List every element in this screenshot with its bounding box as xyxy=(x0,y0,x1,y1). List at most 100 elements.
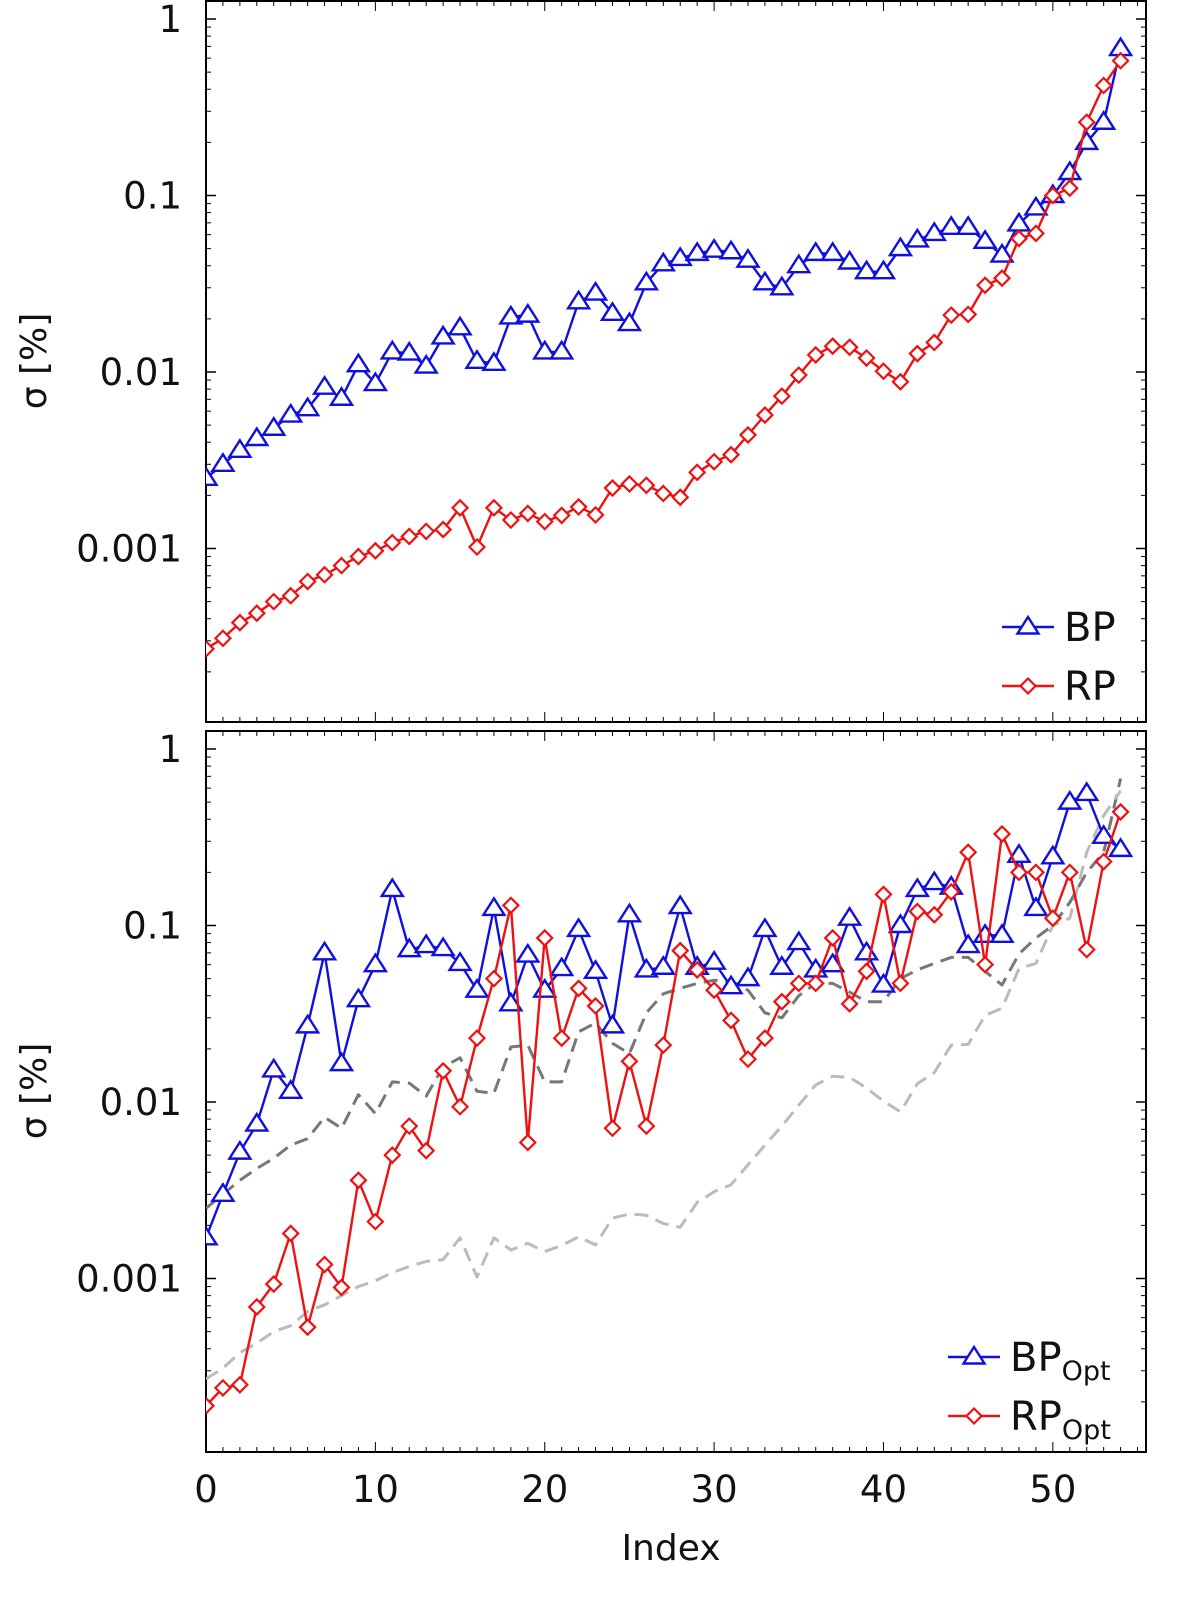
data-point xyxy=(417,522,436,541)
data-point xyxy=(1026,224,1045,243)
data-point xyxy=(345,987,372,1008)
legend-marker xyxy=(1015,614,1041,635)
data-point xyxy=(806,974,825,993)
data-point xyxy=(755,1029,774,1048)
data-point xyxy=(620,474,639,494)
x-tick-label: 20 xyxy=(521,1468,568,1511)
series-rp-reference-line xyxy=(206,789,1122,1381)
series-bp xyxy=(206,36,1134,486)
data-point xyxy=(1043,186,1062,205)
data-point xyxy=(210,1182,236,1202)
data-point xyxy=(294,396,321,417)
data-point xyxy=(955,933,981,954)
data-point xyxy=(515,302,541,323)
data-point xyxy=(281,586,300,605)
data-point xyxy=(298,1318,317,1337)
data-point xyxy=(383,1146,402,1165)
data-point xyxy=(366,541,385,560)
data-point xyxy=(789,366,808,385)
data-point xyxy=(803,241,829,262)
x-tick-label: 10 xyxy=(352,1468,399,1511)
data-point xyxy=(836,249,863,270)
data-point xyxy=(535,928,554,948)
data-point xyxy=(379,877,405,898)
data-point xyxy=(1094,76,1113,95)
legend-marker xyxy=(964,1406,984,1426)
data-point xyxy=(633,957,660,978)
y-axis-label: σ [%] xyxy=(14,1043,55,1140)
data-point xyxy=(786,253,812,274)
y-tick-label: 0.01 xyxy=(100,351,182,394)
data-point xyxy=(874,885,893,904)
data-point xyxy=(484,969,503,988)
data-point xyxy=(857,962,876,981)
data-point xyxy=(345,352,372,373)
data-point xyxy=(498,304,524,325)
data-point xyxy=(569,979,588,998)
data-point xyxy=(227,1139,253,1160)
plot-frame xyxy=(205,730,1147,1453)
data-point xyxy=(413,353,439,374)
y-tick-label: 0.001 xyxy=(76,528,182,571)
y-tick-label: 0.1 xyxy=(123,175,182,218)
data-point xyxy=(349,547,368,566)
data-point xyxy=(904,877,931,898)
data-point xyxy=(277,1079,304,1099)
data-point xyxy=(206,1396,216,1415)
data-point xyxy=(688,463,707,482)
data-point xyxy=(857,348,876,368)
legend-label: RP xyxy=(1064,664,1116,710)
data-point xyxy=(569,497,588,516)
x-tick-label: 0 xyxy=(194,1468,218,1511)
data-point xyxy=(942,306,961,325)
data-point xyxy=(332,556,351,575)
legend-label-main: RP xyxy=(1064,664,1116,710)
data-point xyxy=(586,505,605,524)
top-panel: 1 0.1 0.01 0.001 σ [%] BP RP xyxy=(14,0,1147,723)
data-point xyxy=(721,1011,741,1030)
data-point xyxy=(383,533,402,552)
data-point xyxy=(972,229,998,250)
data-point xyxy=(434,520,453,539)
data-point xyxy=(582,280,609,301)
data-point xyxy=(206,1225,219,1246)
x-tick-label: 40 xyxy=(860,1468,907,1511)
data-point xyxy=(247,604,266,623)
data-point xyxy=(705,452,724,471)
data-point xyxy=(616,902,643,923)
data-point xyxy=(955,215,981,236)
data-point xyxy=(769,275,795,296)
data-point xyxy=(565,917,592,938)
data-point xyxy=(501,510,520,530)
data-point xyxy=(277,402,304,423)
data-point xyxy=(206,639,216,658)
data-point xyxy=(755,406,774,425)
legend-label-main: RP xyxy=(1010,1394,1062,1440)
data-point xyxy=(311,940,338,961)
data-point xyxy=(484,498,503,517)
data-point xyxy=(447,951,473,972)
data-point xyxy=(298,572,317,591)
data-point xyxy=(772,387,791,406)
data-point xyxy=(261,416,287,436)
data-point xyxy=(616,311,643,332)
legend-marker xyxy=(961,1344,987,1365)
data-point xyxy=(603,1119,622,1138)
data-point xyxy=(823,337,842,356)
data-point xyxy=(599,301,626,322)
data-point xyxy=(400,527,419,546)
data-point xyxy=(921,870,947,891)
data-point xyxy=(925,333,944,352)
series-rp xyxy=(206,51,1130,658)
data-point xyxy=(688,960,707,980)
data-point xyxy=(701,237,727,258)
legend-label-main: BP xyxy=(1010,1335,1062,1381)
data-point xyxy=(650,251,676,272)
data-point xyxy=(379,339,405,360)
data-point xyxy=(667,894,693,915)
data-point xyxy=(738,1050,758,1069)
data-point xyxy=(1009,863,1029,882)
